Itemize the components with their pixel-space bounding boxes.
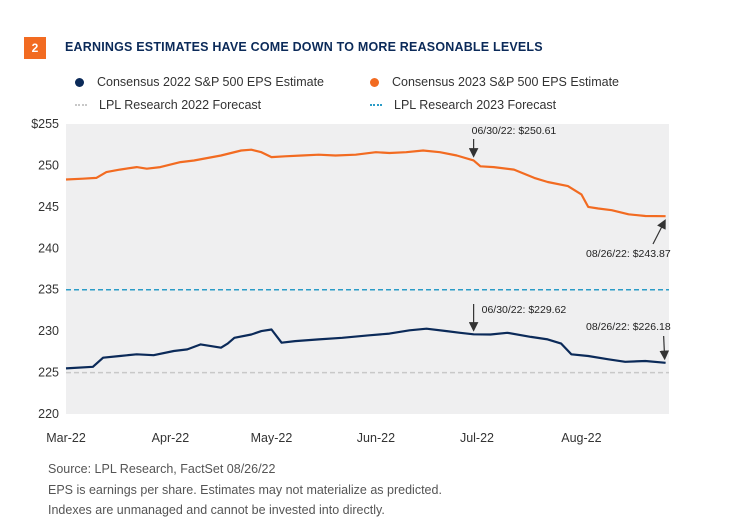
y-tick-label: 245 bbox=[38, 200, 59, 214]
x-tick-label: Jun-22 bbox=[357, 431, 395, 445]
legend-item-2023-estimate: Consensus 2023 S&P 500 EPS Estimate bbox=[370, 75, 619, 89]
annotation-label: 08/26/22: $243.87 bbox=[586, 248, 671, 260]
y-tick-label: 250 bbox=[38, 158, 59, 172]
plot-area bbox=[66, 124, 669, 414]
x-tick-label: Apr-22 bbox=[152, 431, 190, 445]
chart-number-badge: 2 bbox=[24, 37, 46, 59]
legend-label: LPL Research 2023 Forecast bbox=[394, 98, 557, 112]
annotation-label: 08/26/22: $226.18 bbox=[586, 321, 671, 333]
y-tick-label: 235 bbox=[38, 283, 59, 297]
legend-label: Consensus 2022 S&P 500 EPS Estimate bbox=[97, 75, 324, 89]
annotation-arrow bbox=[659, 335, 670, 361]
chart-title: EARNINGS ESTIMATES HAVE COME DOWN TO MOR… bbox=[65, 40, 543, 54]
legend-label: Consensus 2023 S&P 500 EPS Estimate bbox=[392, 75, 619, 89]
y-tick-label: 225 bbox=[38, 366, 59, 380]
grey-dash-icon bbox=[75, 104, 87, 106]
annotation-label: 06/30/22: $229.62 bbox=[482, 304, 567, 316]
annotation-arrow bbox=[652, 219, 666, 245]
legend-item-2023-forecast: LPL Research 2023 Forecast bbox=[370, 98, 556, 112]
y-tick-label: 230 bbox=[38, 324, 59, 338]
x-tick-label: Aug-22 bbox=[561, 431, 601, 445]
legend-item-2022-estimate: Consensus 2022 S&P 500 EPS Estimate bbox=[75, 75, 324, 89]
footnote-eps: EPS is earnings per share. Estimates may… bbox=[48, 483, 442, 497]
series-line-0 bbox=[65, 327, 666, 370]
series-line-1 bbox=[65, 148, 666, 218]
footnote-source: Source: LPL Research, FactSet 08/26/22 bbox=[48, 462, 276, 476]
orange-dot-icon bbox=[370, 77, 379, 87]
x-tick-label: Jul-22 bbox=[460, 431, 494, 445]
x-tick-label: May-22 bbox=[251, 431, 293, 445]
y-tick-label: $255 bbox=[31, 117, 59, 131]
y-tick-label: 220 bbox=[38, 407, 59, 421]
navy-dot-icon bbox=[75, 77, 84, 87]
teal-dash-icon bbox=[370, 104, 382, 106]
footnote-indexes: Indexes are unmanaged and cannot be inve… bbox=[48, 503, 385, 517]
legend-item-2022-forecast: LPL Research 2022 Forecast bbox=[75, 98, 261, 112]
legend-label: LPL Research 2022 Forecast bbox=[99, 98, 262, 112]
y-tick-label: 240 bbox=[38, 241, 59, 255]
annotation-label: 06/30/22: $250.61 bbox=[472, 125, 557, 137]
x-tick-label: Mar-22 bbox=[46, 431, 86, 445]
